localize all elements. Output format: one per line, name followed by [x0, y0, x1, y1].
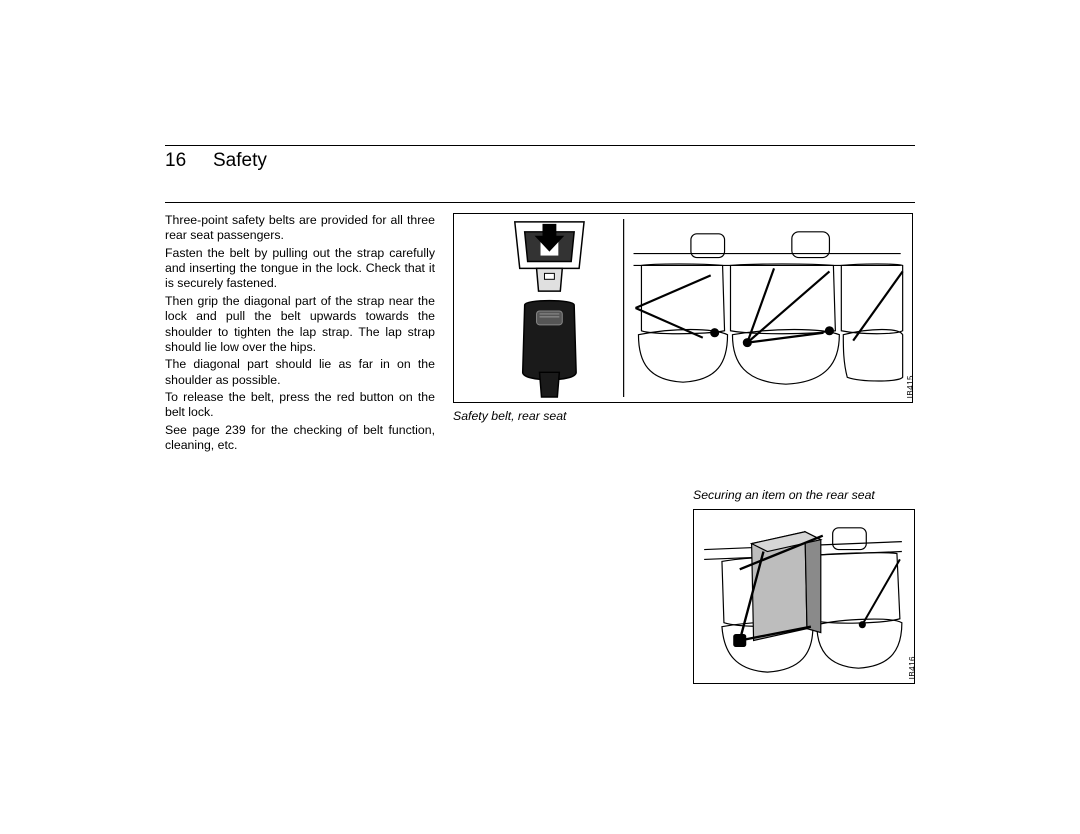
text-column: Three-point safety belts are provided fo… — [165, 213, 435, 455]
figure-ref-id: IB415 — [906, 375, 915, 398]
body-columns: Three-point safety belts are provided fo… — [165, 213, 915, 455]
manual-page: 16 Safety Three-point safety belts are p… — [165, 145, 915, 455]
safety-belt-illustration — [454, 214, 912, 402]
figure-caption: Safety belt, rear seat — [453, 409, 915, 423]
figure-securing-item: IB416 — [693, 509, 915, 684]
page-number: 16 — [165, 150, 213, 172]
paragraph: See page 239 for the checking of belt fu… — [165, 423, 435, 454]
paragraph: Fasten the belt by pulling out the strap… — [165, 246, 435, 292]
rule-top — [165, 145, 915, 146]
figure-caption: Securing an item on the rear seat — [693, 488, 875, 502]
section-title: Safety — [213, 150, 267, 172]
paragraph: Then grip the diagonal part of the strap… — [165, 294, 435, 355]
figure-ref-id: IB416 — [908, 656, 917, 679]
page-header: 16 Safety — [165, 148, 915, 174]
paragraph: The diagonal part should lie as far in o… — [165, 357, 435, 388]
figure-column: IB415 Safety belt, rear seat Securing an… — [453, 213, 915, 455]
figure-safety-belt: IB415 — [453, 213, 913, 403]
securing-item-illustration — [694, 510, 914, 683]
paragraph: To release the belt, press the red butto… — [165, 390, 435, 421]
rule-bottom — [165, 202, 915, 203]
paragraph: Three-point safety belts are provided fo… — [165, 213, 435, 244]
